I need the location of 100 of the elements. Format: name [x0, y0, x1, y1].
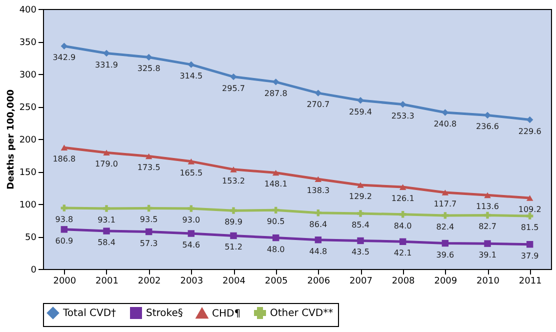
data-label: 93.8 — [55, 215, 74, 224]
point — [484, 212, 491, 219]
data-label: 148.1 — [264, 180, 288, 189]
data-label: 54.6 — [182, 240, 200, 250]
x-tick-label: 2005 — [264, 276, 288, 286]
point — [60, 144, 68, 150]
data-label: 229.6 — [518, 126, 542, 136]
data-label: 117.7 — [434, 199, 457, 208]
data-label: 93.5 — [140, 215, 158, 224]
point — [526, 116, 534, 124]
point — [526, 212, 534, 220]
point — [145, 54, 152, 61]
data-label: 93.1 — [98, 215, 116, 224]
x-tick-label: 2011 — [518, 276, 542, 286]
point — [60, 42, 68, 50]
point — [145, 204, 152, 212]
point — [442, 212, 449, 219]
data-label: 253.3 — [391, 111, 414, 120]
point — [442, 190, 449, 196]
point — [60, 226, 68, 233]
point — [230, 166, 237, 172]
point — [484, 112, 491, 119]
point — [188, 230, 195, 237]
data-label: 236.6 — [476, 122, 499, 132]
data-label: 325.8 — [137, 64, 160, 74]
data-label: 270.7 — [306, 100, 330, 110]
point — [188, 61, 195, 68]
data-label: 314.5 — [180, 72, 203, 81]
point — [357, 237, 364, 244]
y-tick-label: 50 — [25, 233, 37, 243]
point — [272, 234, 280, 242]
data-label: 179.0 — [95, 160, 118, 169]
data-label: 186.8 — [52, 154, 76, 164]
point — [145, 153, 152, 160]
point — [103, 50, 110, 57]
point — [399, 238, 406, 245]
point — [230, 207, 237, 214]
data-label: 57.3 — [140, 238, 158, 248]
data-label: 129.2 — [349, 192, 372, 202]
y-tick-label: 400 — [19, 6, 37, 16]
x-tick-label: 2009 — [434, 276, 458, 286]
x-tick-label: 2010 — [476, 276, 500, 286]
data-label: 89.9 — [224, 218, 242, 227]
legend-label: Total CVD† — [62, 308, 116, 319]
y-tick-label: 0 — [30, 266, 37, 276]
point — [484, 240, 491, 247]
data-label: 153.2 — [222, 176, 245, 186]
legend-label: CHD¶ — [212, 308, 241, 320]
point — [399, 184, 406, 190]
data-label: 44.8 — [309, 246, 328, 256]
data-label: 81.5 — [520, 223, 539, 232]
data-label: 287.8 — [264, 88, 288, 98]
y-tick-label: 100 — [19, 200, 37, 210]
x-tick-label: 2007 — [350, 276, 372, 286]
data-label: 93.0 — [182, 216, 200, 225]
y-tick-label: 200 — [19, 136, 37, 146]
data-label: 342.9 — [52, 53, 76, 62]
data-label: 39.1 — [478, 250, 496, 260]
point — [442, 240, 449, 247]
point — [357, 182, 364, 188]
x-tick-label: 2000 — [53, 276, 76, 286]
point — [103, 228, 110, 234]
data-label: 90.5 — [266, 217, 285, 226]
data-label: 113.6 — [476, 202, 499, 212]
legend-label: Other CVD** — [270, 308, 334, 319]
data-label: 82.7 — [478, 222, 496, 232]
y-tick-label: 300 — [19, 70, 37, 80]
point — [484, 192, 491, 198]
point — [526, 241, 534, 248]
data-label: 84.0 — [394, 221, 412, 230]
point — [314, 90, 322, 96]
data-label: 85.4 — [352, 220, 370, 230]
point — [60, 204, 68, 212]
y-tick-label: 250 — [19, 103, 37, 113]
point — [314, 236, 322, 244]
data-label: 43.5 — [352, 248, 370, 257]
data-label: 48.0 — [266, 244, 285, 254]
x-tick-label: 2001 — [96, 276, 118, 286]
x-tick-label: 2003 — [180, 276, 204, 286]
data-label: 126.1 — [391, 194, 414, 204]
data-label: 51.2 — [224, 242, 242, 252]
point — [314, 209, 322, 216]
point — [188, 158, 195, 164]
point — [103, 205, 110, 212]
data-label: 173.5 — [137, 163, 160, 172]
y-axis-title: Deaths per 100,000 — [6, 90, 16, 190]
data-label: 42.1 — [394, 248, 412, 258]
point — [357, 97, 364, 104]
data-label: 39.6 — [436, 250, 454, 260]
data-label: 58.4 — [98, 238, 116, 248]
y-tick-label: 350 — [19, 38, 37, 48]
data-label: 138.3 — [306, 186, 330, 196]
data-label: 240.8 — [434, 119, 457, 128]
x-tick-label: 2006 — [307, 276, 330, 286]
data-label: 37.9 — [520, 251, 539, 260]
data-label: 86.4 — [309, 220, 328, 229]
point — [145, 228, 152, 236]
point — [272, 170, 280, 176]
point — [357, 210, 364, 217]
x-tick-label: 2002 — [138, 276, 161, 286]
